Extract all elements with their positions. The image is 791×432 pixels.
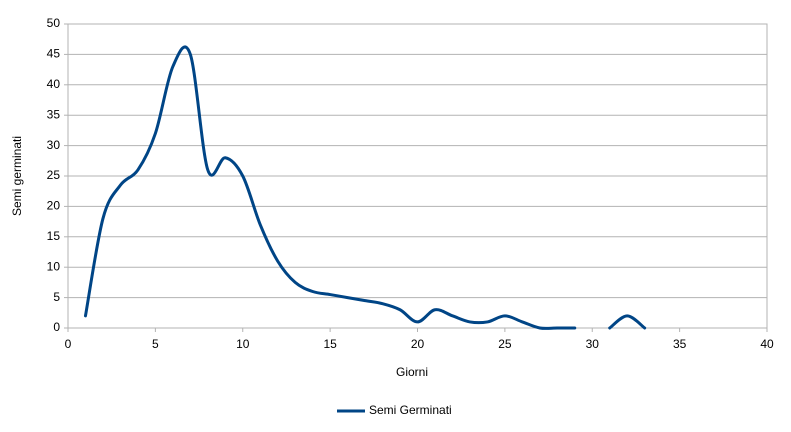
legend-label: Semi Germinati [369, 403, 452, 417]
y-tick-label: 45 [47, 47, 61, 61]
y-tick-label: 30 [47, 138, 61, 152]
x-tick-label: 15 [323, 337, 337, 351]
y-tick-label: 5 [53, 290, 60, 304]
y-tick-label: 25 [47, 168, 61, 182]
x-axis-label: Giorni [396, 365, 428, 379]
x-tick-label: 20 [411, 337, 425, 351]
y-tick-label: 0 [53, 320, 60, 334]
x-tick-label: 40 [760, 337, 774, 351]
x-tick-label: 0 [65, 337, 72, 351]
x-tick-label: 5 [152, 337, 159, 351]
x-tick-label: 30 [586, 337, 600, 351]
x-tick-label: 35 [673, 337, 687, 351]
y-tick-label: 50 [47, 16, 61, 30]
y-axis-label: Semi germinati [10, 136, 24, 216]
x-tick-label: 10 [236, 337, 250, 351]
y-tick-label: 20 [47, 199, 61, 213]
plot-frame [67, 23, 768, 329]
y-tick-label: 10 [47, 259, 61, 273]
y-tick-label: 35 [47, 107, 61, 121]
data-line [83, 45, 647, 330]
x-tick-label: 25 [498, 337, 512, 351]
y-tick-label: 40 [47, 77, 61, 91]
y-tick-label: 15 [47, 229, 61, 243]
